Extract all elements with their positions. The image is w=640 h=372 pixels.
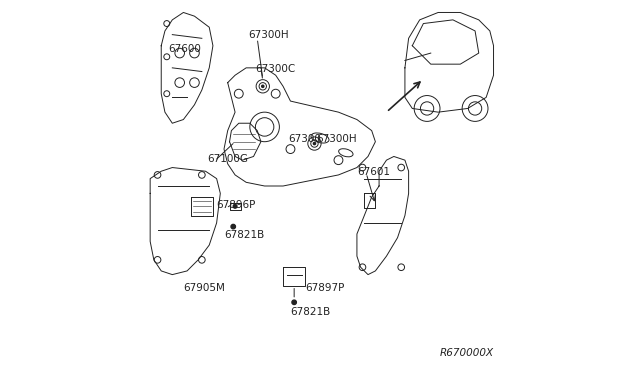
Circle shape — [233, 205, 237, 208]
Text: 67100G: 67100G — [207, 154, 248, 164]
Circle shape — [262, 85, 264, 87]
Text: 67300: 67300 — [289, 134, 321, 144]
Text: 67300C: 67300C — [255, 64, 296, 74]
Text: 67821B: 67821B — [291, 307, 331, 317]
Text: 67600: 67600 — [168, 44, 202, 54]
Circle shape — [314, 142, 316, 145]
Text: 67905M: 67905M — [184, 283, 225, 293]
Circle shape — [231, 224, 236, 229]
Text: 67897P: 67897P — [305, 283, 344, 293]
Text: 67896P: 67896P — [216, 200, 256, 210]
Text: 67601: 67601 — [357, 167, 390, 177]
Text: 67300H: 67300H — [316, 134, 357, 144]
Circle shape — [292, 300, 296, 305]
Text: 67821B: 67821B — [224, 230, 264, 240]
Text: 67300H: 67300H — [248, 30, 289, 40]
Text: R670000X: R670000X — [440, 348, 493, 358]
